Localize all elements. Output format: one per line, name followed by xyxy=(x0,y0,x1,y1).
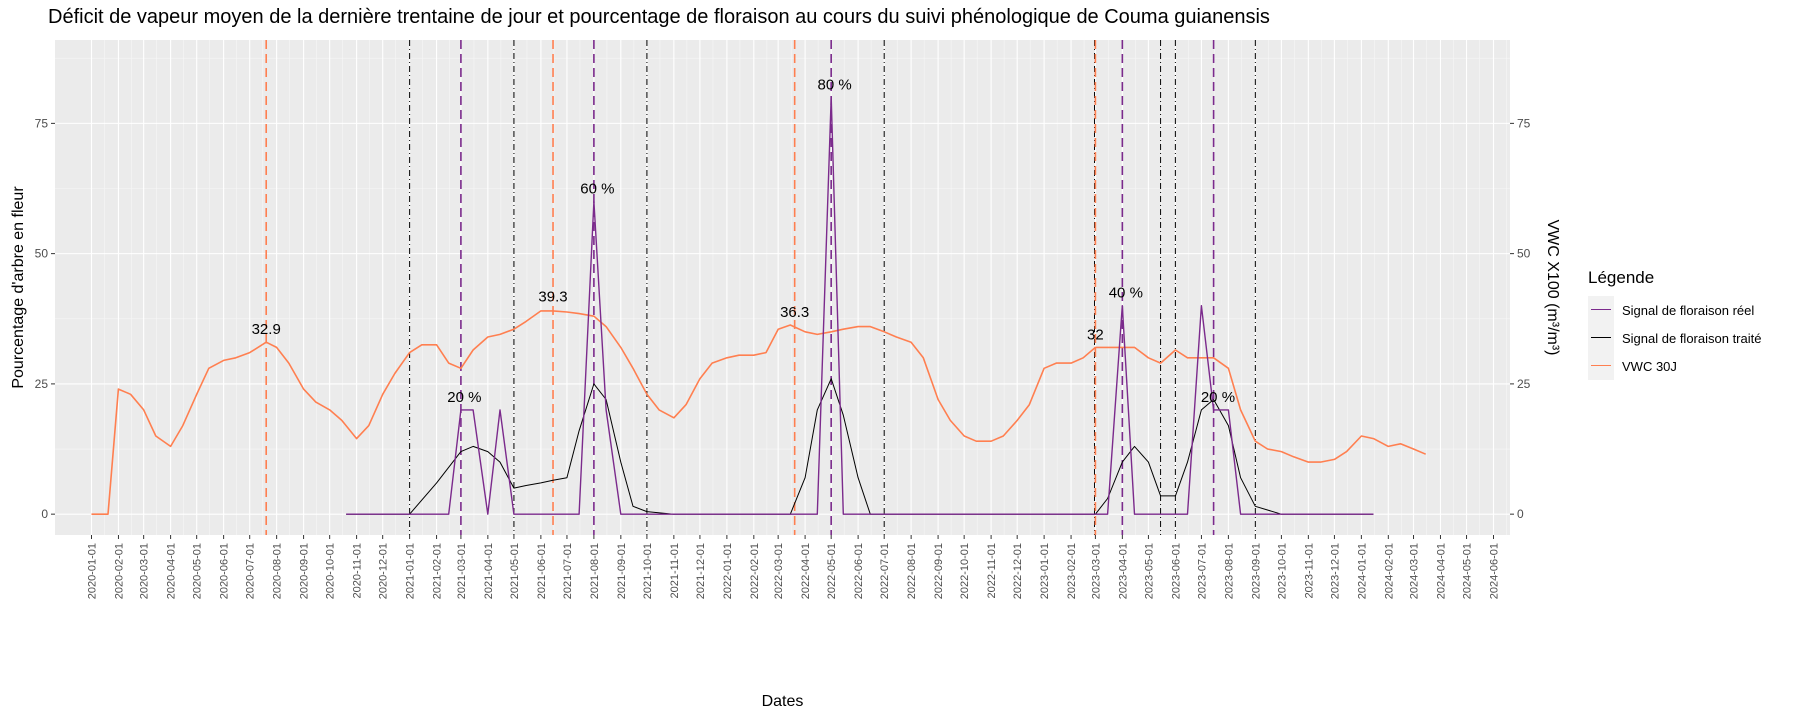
x-tick-label: 2022-10-01 xyxy=(959,543,971,599)
x-tick-label: 2020-09-01 xyxy=(299,543,311,599)
series-line-vwc xyxy=(91,310,1427,516)
x-tick-label: 2022-12-01 xyxy=(1012,543,1024,599)
legend-key-vwc xyxy=(1588,352,1614,380)
x-tick-label: 2020-12-01 xyxy=(378,543,390,599)
data-label: 40 % xyxy=(1109,285,1143,302)
x-tick-label: 2022-05-01 xyxy=(826,543,838,599)
x-tick-label: 2021-07-01 xyxy=(562,543,574,599)
x-tick-label: 2021-10-01 xyxy=(642,543,654,599)
x-tick-label: 2023-06-01 xyxy=(1170,543,1182,599)
legend-key-traite xyxy=(1588,324,1614,352)
x-tick-label: 2022-04-01 xyxy=(800,543,812,599)
x-tick-label: 2024-04-01 xyxy=(1435,543,1447,599)
x-tick-label: 2023-12-01 xyxy=(1329,543,1341,599)
data-label: 80 % xyxy=(818,76,852,93)
x-tick-label: 2021-02-01 xyxy=(432,543,444,599)
x-tick-label: 2023-04-01 xyxy=(1117,543,1129,599)
x-tick-label: 2020-08-01 xyxy=(272,543,284,599)
x-tick-label: 2021-04-01 xyxy=(483,543,495,599)
plot-panel xyxy=(55,40,1510,535)
y2-axis-title: VWC X100 (m³/m³) xyxy=(1544,220,1561,356)
legend-label-traite: Signal de floraison traité xyxy=(1622,330,1762,346)
x-tick-label: 2020-01-01 xyxy=(87,543,99,599)
y-tick-label: 25 xyxy=(35,377,49,391)
x-tick-label: 2024-02-01 xyxy=(1383,543,1395,599)
legend-label-vwc: VWC 30J xyxy=(1622,358,1677,374)
x-tick-label: 2020-02-01 xyxy=(113,543,125,599)
x-tick-label: 2021-06-01 xyxy=(536,543,548,599)
x-tick-label: 2023-03-01 xyxy=(1090,543,1102,599)
x-axis-title: Dates xyxy=(762,693,804,710)
y-tick-label: 0 xyxy=(41,507,48,521)
data-label: 32 xyxy=(1087,326,1104,343)
series-line-reel xyxy=(346,96,1374,515)
x-tick-label: 2022-03-01 xyxy=(773,543,785,599)
data-label: 39.3 xyxy=(538,288,567,305)
x-tick-label: 2023-01-01 xyxy=(1039,543,1051,599)
x-tick-label: 2020-03-01 xyxy=(139,543,151,599)
x-tick-label: 2022-11-01 xyxy=(986,543,998,598)
x-tick-label: 2021-11-01 xyxy=(669,543,681,598)
legend-item-reel: Signal de floraison réel xyxy=(1588,296,1761,324)
x-tick-label: 2022-07-01 xyxy=(879,543,891,599)
x-tick-label: 2023-11-01 xyxy=(1303,543,1315,598)
y2-tick-label: 50 xyxy=(1517,247,1531,261)
x-tick-label: 2020-06-01 xyxy=(219,543,231,599)
legend-item-vwc: VWC 30J xyxy=(1588,352,1761,380)
x-tick-label: 2022-09-01 xyxy=(933,543,945,599)
legend-key-reel xyxy=(1588,296,1614,324)
x-tick-label: 2020-05-01 xyxy=(192,543,204,599)
x-tick-label: 2023-07-01 xyxy=(1196,543,1208,599)
x-tick-label: 2023-09-01 xyxy=(1250,543,1262,599)
x-tick-label: 2022-08-01 xyxy=(906,543,918,599)
x-tick-label: 2023-10-01 xyxy=(1276,543,1288,599)
y2-tick-label: 25 xyxy=(1517,377,1531,391)
x-tick-label: 2021-01-01 xyxy=(405,543,417,599)
y-axis-title: Pourcentage d'arbre en fleur xyxy=(10,186,27,389)
data-label: 36.3 xyxy=(780,304,809,321)
x-tick-label: 2020-11-01 xyxy=(352,543,364,598)
y2-tick-label: 75 xyxy=(1517,116,1531,130)
x-tick-label: 2021-05-01 xyxy=(509,543,521,599)
legend: Légende Signal de floraison réel Signal … xyxy=(1588,268,1761,380)
data-label: 20 % xyxy=(1201,389,1235,406)
data-label: 20 % xyxy=(447,389,481,406)
x-tick-label: 2021-09-01 xyxy=(616,543,628,599)
x-tick-label: 2024-05-01 xyxy=(1462,543,1474,599)
legend-title: Légende xyxy=(1588,268,1655,287)
legend-label-reel: Signal de floraison réel xyxy=(1622,302,1755,318)
x-tick-label: 2021-08-01 xyxy=(589,543,601,599)
y-tick-label: 75 xyxy=(35,116,49,130)
y2-tick-label: 0 xyxy=(1517,507,1524,521)
chart-title: Déficit de vapeur moyen de la dernière t… xyxy=(48,6,1270,28)
x-tick-label: 2023-05-01 xyxy=(1143,543,1155,599)
x-tick-label: 2022-01-01 xyxy=(722,543,734,599)
x-tick-label: 2020-07-01 xyxy=(245,543,257,599)
x-tick-label: 2022-02-01 xyxy=(749,543,761,599)
y-tick-label: 50 xyxy=(35,247,49,261)
x-tick-label: 2022-06-01 xyxy=(853,543,865,599)
x-tick-label: 2024-01-01 xyxy=(1356,543,1368,599)
x-tick-label: 2023-08-01 xyxy=(1223,543,1235,599)
x-tick-label: 2020-04-01 xyxy=(166,543,178,599)
data-label: 60 % xyxy=(580,181,614,198)
series-line-traite xyxy=(346,378,1374,515)
legend-item-traite: Signal de floraison traité xyxy=(1588,324,1761,352)
x-tick-label: 2021-03-01 xyxy=(456,543,468,599)
x-tick-label: 2023-02-01 xyxy=(1066,543,1078,599)
data-label: 32.9 xyxy=(252,321,281,338)
x-tick-label: 2024-03-01 xyxy=(1409,543,1421,599)
x-tick-label: 2020-10-01 xyxy=(325,543,337,599)
x-tick-label: 2024-06-01 xyxy=(1488,543,1500,599)
x-tick-label: 2021-12-01 xyxy=(695,543,707,599)
